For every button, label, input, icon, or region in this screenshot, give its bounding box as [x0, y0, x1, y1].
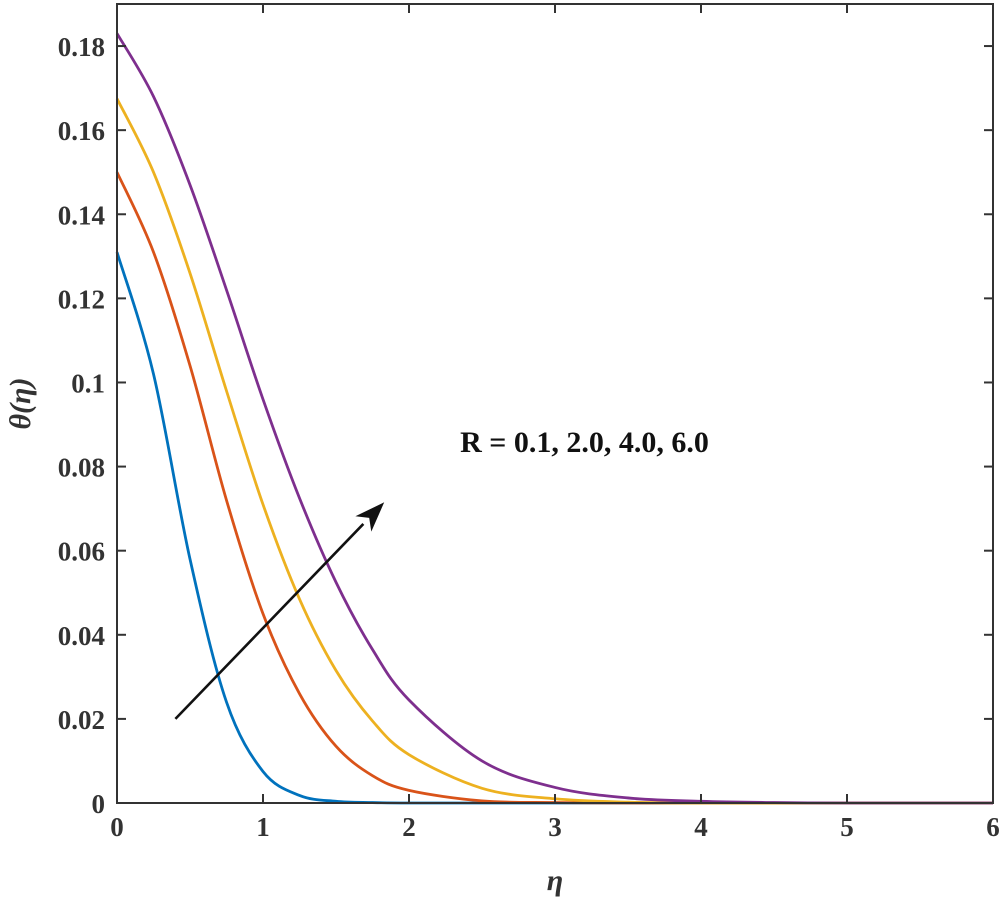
y-tick-label: 0.1	[71, 368, 105, 398]
x-tick-label: 1	[256, 812, 270, 842]
arrow-shaft	[174, 523, 365, 720]
y-tick-label: 0.14	[58, 200, 105, 230]
y-tick-label: 0.16	[58, 116, 105, 146]
x-tick-label: 2	[402, 812, 416, 842]
y-axis-label: θ(η)	[4, 377, 37, 429]
y-tick-label: 0.18	[58, 32, 105, 62]
axis-ticks: 0 1 2 3 4 5 6 0 0.02 0.04 0.06 0.08 0.1 0.12 0.14 0.16 0…	[58, 4, 1000, 842]
trend-arrow	[174, 502, 385, 720]
y-tick-label: 0	[92, 789, 106, 819]
y-tick-label: 0.12	[58, 284, 105, 314]
series-line-2	[115, 171, 993, 805]
series-line-4	[115, 32, 993, 805]
x-tick-label: 4	[694, 812, 708, 842]
plot-frame	[116, 3, 994, 804]
y-tick-label: 0.04	[58, 621, 105, 651]
x-tick-label: 5	[840, 812, 854, 842]
parameter-annotation: R = 0.1, 2.0, 4.0, 6.0	[460, 426, 709, 459]
x-axis-label: η	[547, 864, 563, 897]
arrow-head	[355, 502, 385, 532]
x-tick-label: 0	[110, 812, 124, 842]
x-tick-label: 3	[548, 812, 562, 842]
series-lines	[115, 32, 993, 805]
y-tick-label: 0.02	[58, 705, 105, 735]
x-tick-label: 6	[986, 812, 1000, 842]
y-tick-label: 0.08	[58, 453, 105, 483]
series-line-1	[115, 251, 993, 805]
y-tick-label: 0.06	[58, 537, 105, 567]
